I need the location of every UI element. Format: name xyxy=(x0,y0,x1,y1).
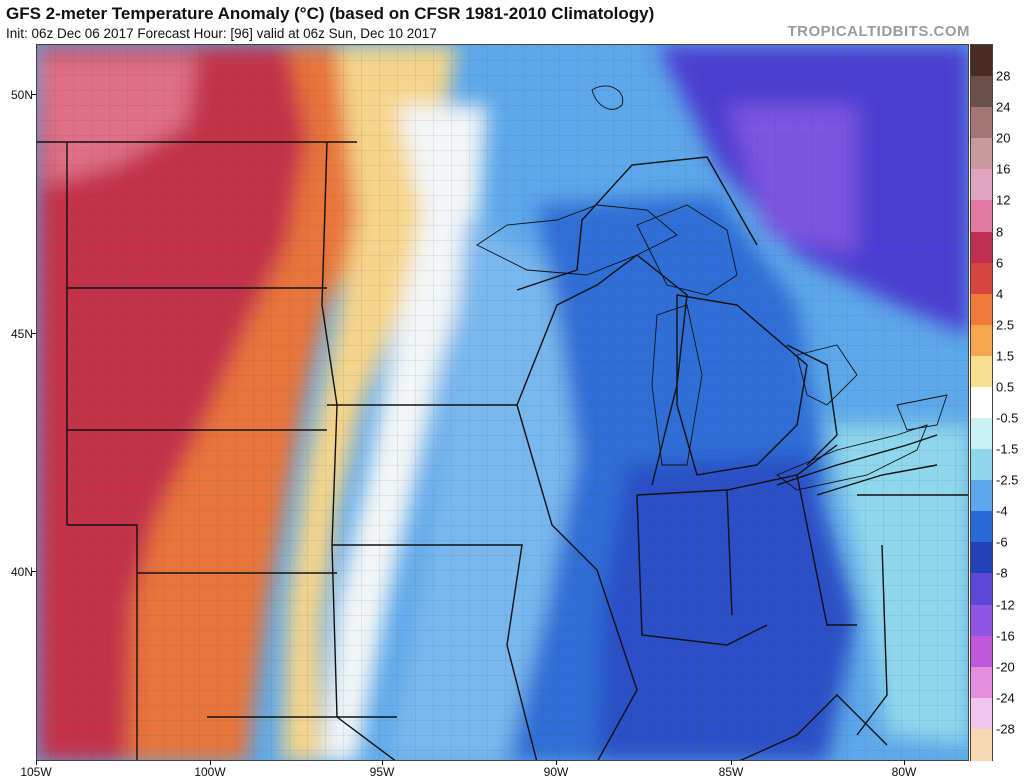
colorbar-swatch xyxy=(971,262,992,295)
colorbar-label: 28 xyxy=(996,68,1011,84)
colorbar-swatch xyxy=(971,604,992,637)
colorbar-swatch xyxy=(971,355,992,388)
lon-label-90w: 90W xyxy=(543,765,569,779)
colorbar-label: -28 xyxy=(996,721,1015,737)
colorbar-swatch xyxy=(971,200,992,233)
colorbar-label: 20 xyxy=(996,130,1011,146)
colorbar-swatch xyxy=(971,511,992,543)
colorbar-swatch xyxy=(971,542,992,575)
colorbar-swatch xyxy=(971,138,992,170)
coastline-lakes xyxy=(476,85,948,491)
lat-label-40n: 40N xyxy=(10,565,33,579)
lon-tick-105w xyxy=(36,760,37,765)
lat-label-50n: 50N xyxy=(10,88,33,102)
colorbar-swatch xyxy=(971,45,992,77)
colorbar-swatch xyxy=(971,324,992,357)
colorbar-label: -8 xyxy=(996,565,1008,581)
lat-tick-50n xyxy=(32,94,36,95)
colorbar-label: -4 xyxy=(996,503,1008,519)
lon-tick-100w xyxy=(210,760,211,765)
map-title: GFS 2-meter Temperature Anomaly (°C) (ba… xyxy=(6,4,655,23)
colorbar-label: -1.5 xyxy=(996,441,1019,457)
lon-tick-80w xyxy=(904,760,905,765)
colorbar-swatch xyxy=(971,573,992,606)
colorbar-label: 8 xyxy=(996,224,1004,240)
lon-tick-85w xyxy=(731,760,732,765)
colorbar-swatch xyxy=(971,169,992,202)
colorbar-label: -0.5 xyxy=(996,410,1019,426)
colorbar-swatch xyxy=(971,697,992,730)
colorbar-swatch xyxy=(971,635,992,668)
lon-label-105w: 105W xyxy=(20,765,52,779)
lon-label-95w: 95W xyxy=(369,765,395,779)
colorbar-swatch xyxy=(971,231,992,264)
colorbar-swatch xyxy=(971,728,992,761)
county-grid xyxy=(37,45,968,760)
colorbar-label: 0.5 xyxy=(996,379,1015,395)
colorbar-label: 4 xyxy=(996,286,1004,302)
colorbar-label: 2.5 xyxy=(996,317,1015,333)
colorbar-label: -12 xyxy=(996,597,1015,613)
lon-tick-95w xyxy=(382,760,383,765)
lon-tick-90w xyxy=(556,760,557,765)
colorbar-label: -6 xyxy=(996,534,1008,550)
lon-label-85w: 85W xyxy=(718,765,744,779)
colorbar xyxy=(970,44,993,761)
colorbar-swatch xyxy=(971,107,992,139)
colorbar-swatch xyxy=(971,418,992,450)
lat-tick-40n xyxy=(32,571,36,572)
colorbar-label: -20 xyxy=(996,659,1015,675)
brand-watermark: TROPICALTIDBITS.COM xyxy=(787,23,970,40)
lat-tick-45n xyxy=(32,333,36,334)
anomaly-map-svg xyxy=(37,45,968,760)
colorbar-swatch xyxy=(971,76,992,108)
lat-label-45n: 45N xyxy=(10,327,33,341)
colorbar-swatch xyxy=(971,480,992,512)
colorbar-label: -2.5 xyxy=(996,472,1019,488)
colorbar-swatch xyxy=(971,666,992,699)
colorbar-label: -24 xyxy=(996,690,1015,706)
colorbar-label: -16 xyxy=(996,628,1015,644)
colorbar-swatch xyxy=(971,386,992,419)
colorbar-label: 12 xyxy=(996,192,1011,208)
colorbar-label: 1.5 xyxy=(996,348,1015,364)
anomaly-map xyxy=(36,44,969,761)
map-header: GFS 2-meter Temperature Anomaly (°C) (ba… xyxy=(0,0,1024,44)
state-borders xyxy=(37,141,968,760)
colorbar-label: 24 xyxy=(996,99,1011,115)
colorbar-swatch xyxy=(971,293,992,326)
colorbar-label: 16 xyxy=(996,161,1011,177)
forecast-subtitle: Init: 06z Dec 06 2017 Forecast Hour: [96… xyxy=(6,26,437,41)
colorbar-label: 6 xyxy=(996,255,1004,271)
lon-label-100w: 100W xyxy=(194,765,226,779)
colorbar-swatch xyxy=(971,449,992,481)
lon-label-80w: 80W xyxy=(891,765,917,779)
